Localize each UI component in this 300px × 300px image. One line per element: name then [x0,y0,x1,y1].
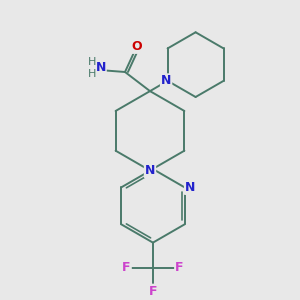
Text: F: F [149,285,157,298]
Text: N: N [95,61,106,74]
Text: F: F [122,261,131,274]
Text: H: H [88,69,96,79]
Text: N: N [185,181,195,194]
Text: H: H [88,57,96,67]
Text: N: N [145,164,155,177]
Text: O: O [131,40,142,53]
Text: F: F [175,261,184,274]
Text: N: N [161,74,171,87]
